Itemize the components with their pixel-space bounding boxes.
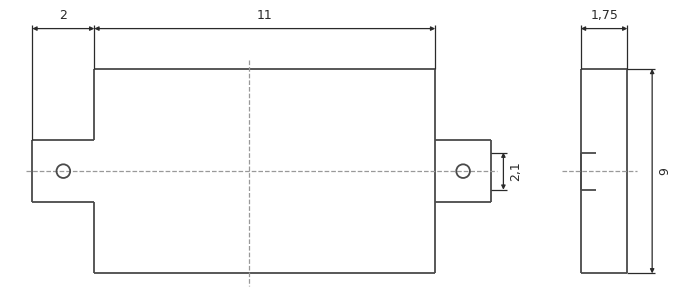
Text: 2: 2 [60, 9, 67, 22]
Text: 2,1: 2,1 [510, 161, 523, 181]
Text: 11: 11 [257, 9, 273, 22]
Text: 9: 9 [659, 167, 671, 175]
Text: 1,75: 1,75 [590, 9, 618, 22]
